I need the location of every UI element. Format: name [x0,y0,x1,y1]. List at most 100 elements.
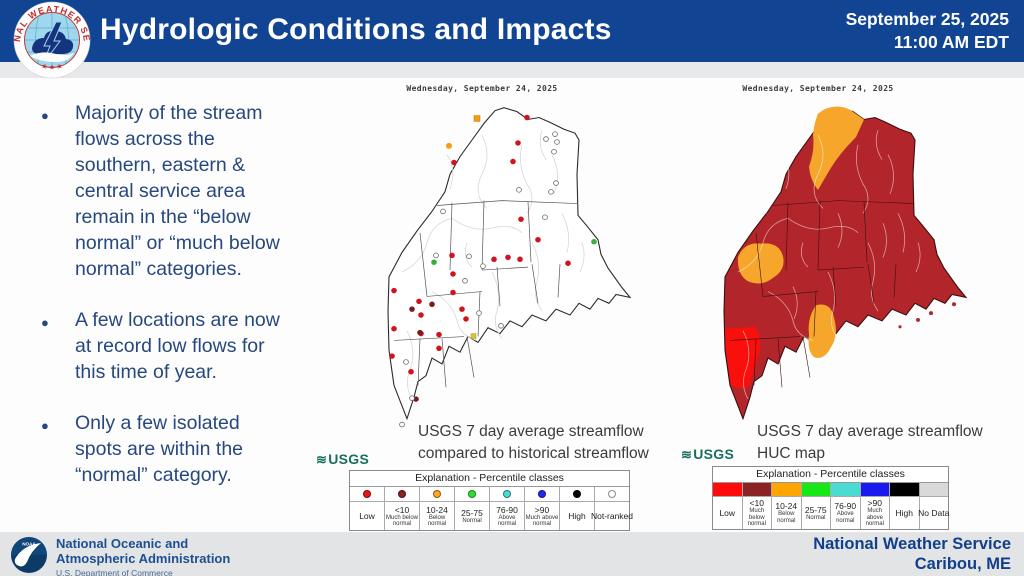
nws-office-line1: National Weather Service [813,535,1011,553]
noaa-attribution: National Oceanic and Atmospheric Adminis… [56,536,230,576]
left-map-date-title: Wednesday, September 24, 2025 [406,84,558,93]
maine-outline [387,107,632,421]
legend-class-sublabel: Normal [462,517,482,524]
nws-logo-stars: ★ ★ ★ [40,62,63,72]
legend-class-label: <10 [749,498,764,508]
legend-class-sublabel: Above normal [497,514,517,528]
legend-swatch [831,483,860,496]
usgs-wave-icon: ≋ [681,447,693,462]
legend-class-label: High [895,507,913,518]
legend-marker-cell [713,483,743,496]
legend-class-sublabel: Below normal [427,514,447,528]
legend-marker-cell [490,487,525,501]
legend-label-row: Low <10 Much below normal 10-24 Below no… [713,497,950,529]
legend-class-label: >90 [867,498,882,508]
header-datetime: September 25, 2025 11:00 AM EDT [846,8,1009,54]
legend-class-label: <10 [394,504,410,515]
legend-label-cell: >90 Much above normal [861,497,890,529]
legend-swatch [713,483,742,496]
legend-class-label: No Data [918,507,950,518]
usgs-wave-icon: ≋ [316,452,328,467]
noaa-name-line1: National Oceanic and [56,536,189,551]
right-map-huc-streamflow [723,106,968,421]
legend-label-cell: No Data [918,497,950,529]
legend-swatch [919,483,948,496]
legend-marker-cell [919,483,948,496]
legend-label-cell: Low [350,502,385,530]
usgs-logo-right: ≋USGS [681,446,735,462]
legend-class-sublabel: Much above normal [865,508,884,527]
legend-dot [363,490,371,498]
svg-text:★ ★ ★: ★ ★ ★ [40,62,63,72]
gauge-markers [389,114,597,428]
legend-class-label: 10-24 [775,501,798,512]
left-map-caption: USGS 7 day average streamflow compared t… [418,423,649,462]
legend-marker-cell [560,487,595,501]
bullet-item: Only a few isolated spots are within the… [30,410,290,488]
noaa-logo-icon: NOAA [11,537,47,573]
legend-marker-cell [455,487,490,501]
legend-class-label: >90 [534,504,550,515]
legend-class-sublabel: Below normal [777,511,796,524]
footer-bar [0,532,1024,576]
legend-class-sublabel: Above normal [836,511,855,524]
legend-marker-cell [801,483,831,496]
legend-swatch [890,483,919,496]
nws-logo-icon: NATIONAL WEATHER SERVICE ★ ★ ★ [12,0,91,79]
legend-dot [503,490,511,498]
legend-dot [573,490,581,498]
legend-class-label: 76-90 [496,504,518,515]
legend-label-cell: 76-90 Above normal [831,497,861,529]
legend-label-cell: >90 Much above normal [525,502,560,530]
legend-label-cell: Not-ranked [591,502,633,530]
right-map-legend: Explanation - Percentile classes [712,466,949,530]
legend-label-cell: 25-75 Normal [455,502,490,530]
legend-marker-row [350,487,629,502]
legend-marker-cell [742,483,772,496]
legend-marker-cell [831,483,861,496]
legend-title: Explanation - Percentile classes [350,471,629,487]
legend-label-cell: <10 Much below normal [385,502,420,530]
right-map-caption: USGS 7 day average streamflow HUC map [757,423,983,462]
bullet-list: Majority of the stream flows across the … [30,100,290,513]
legend-label-cell: 76-90 Above normal [490,502,525,530]
legend-class-label: Not-ranked [590,511,634,521]
header-bar [0,0,1024,62]
legend-class-label: 76-90 [834,501,857,512]
huc-boundaries [729,200,915,388]
legend-label-cell: <10 Much below normal [743,497,772,529]
nws-office-attribution: National Weather Service Caribou, ME [813,535,1011,574]
legend-swatch [742,483,771,496]
bullet-item: A few locations are now at record low fl… [30,307,290,385]
legend-class-label: Low [359,511,375,521]
header-time: 11:00 AM EDT [893,32,1009,52]
nws-office-line2: Caribou, ME [914,554,1011,573]
svg-text:NOAA: NOAA [22,542,36,547]
right-map-date-title: Wednesday, September 24, 2025 [742,84,894,93]
legend-class-label: High [568,511,586,521]
legend-marker-cell [890,483,920,496]
page-title: Hydrologic Conditions and Impacts [100,13,612,46]
legend-label-cell: Low [713,497,743,529]
legend-marker-row [713,483,948,497]
left-map-streamflow-stations [387,107,632,428]
stream-network-overlay [737,130,921,400]
noaa-department: U.S. Department of Commerce [56,568,173,576]
legend-dot [608,490,616,498]
legend-marker-cell [525,487,560,501]
coastal-islands [898,302,956,329]
legend-label-cell: 10-24 Below normal [420,502,455,530]
legend-swatch [772,483,801,496]
legend-class-label: 10-24 [426,504,448,515]
legend-class-label: Low [719,507,736,518]
legend-dot [398,490,406,498]
legend-class-label: 25-75 [461,507,483,518]
legend-label-cell: 10-24 Below normal [772,497,802,529]
legend-swatch [801,483,830,496]
legend-class-label: 25-75 [804,504,827,515]
legend-class-sublabel: Much above normal [525,514,559,528]
left-map-legend: Explanation - Percentile classes [349,470,633,531]
legend-label-cell: High [890,497,920,529]
header-divider-strip [0,62,1024,78]
legend-title: Explanation - Percentile classes [713,467,948,483]
